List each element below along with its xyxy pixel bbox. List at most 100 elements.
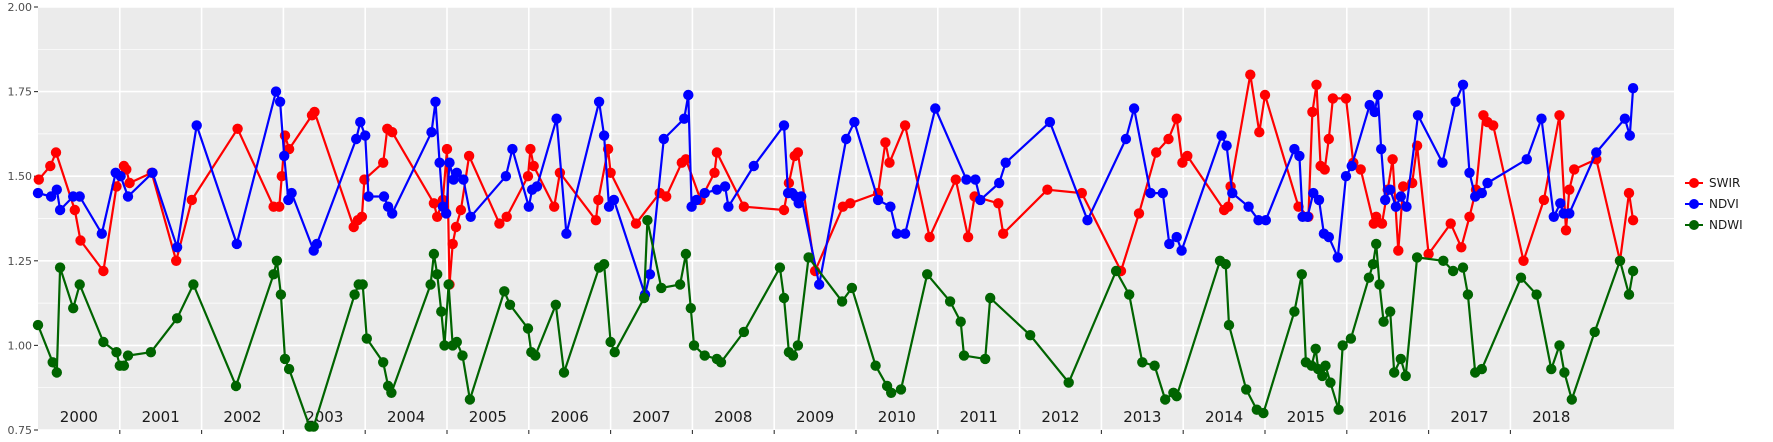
data-point-ndwi xyxy=(558,367,570,378)
legend-label: NDWI xyxy=(1709,218,1743,232)
data-point-ndvi xyxy=(1171,231,1182,243)
data-point-ndvi xyxy=(1145,187,1156,199)
data-point-ndwi xyxy=(275,289,287,300)
data-point-ndvi xyxy=(899,228,911,239)
data-point-ndwi xyxy=(774,262,786,273)
data-point-ndwi xyxy=(1515,272,1527,283)
data-point-ndvi xyxy=(841,133,852,145)
year-label: 2012 xyxy=(1041,408,1079,426)
data-point-ndvi xyxy=(286,187,297,199)
data-point-ndvi xyxy=(1221,140,1232,151)
data-point-ndvi xyxy=(644,269,656,280)
data-point-ndwi xyxy=(1363,272,1375,283)
legend-label: NDVI xyxy=(1709,197,1739,211)
data-point-ndwi xyxy=(439,340,450,351)
data-point-ndvi xyxy=(1482,177,1493,189)
data-point-ndwi xyxy=(1310,343,1321,354)
data-point-swir xyxy=(998,228,1009,239)
data-point-ndwi xyxy=(457,350,468,361)
data-point-swir xyxy=(845,198,856,209)
data-point-swir xyxy=(993,198,1004,209)
data-point-ndvi xyxy=(351,133,362,145)
data-point-ndvi xyxy=(849,116,860,128)
year-label: 2002 xyxy=(223,408,261,426)
data-point-ndwi xyxy=(1137,357,1148,368)
data-point-swir xyxy=(1223,201,1234,212)
data-point-ndvi xyxy=(711,184,723,195)
data-point-ndvi xyxy=(45,191,57,202)
data-point-swir xyxy=(1564,184,1575,195)
data-point-ndwi xyxy=(1400,370,1411,382)
data-point-swir xyxy=(124,177,135,189)
series-ndvi xyxy=(32,79,1639,300)
data-point-swir xyxy=(1623,187,1635,199)
data-point-swir xyxy=(463,150,475,162)
data-point-ndwi xyxy=(1258,407,1269,419)
data-point-ndwi xyxy=(1124,289,1135,300)
data-point-ndwi xyxy=(1559,367,1570,378)
data-point-ndvi xyxy=(355,116,366,128)
data-point-ndvi xyxy=(961,174,972,185)
data-point-ndvi xyxy=(561,228,572,239)
data-point-ndvi xyxy=(1564,208,1575,219)
data-point-ndvi xyxy=(598,130,610,141)
data-point-ndvi xyxy=(231,238,242,250)
data-point-ndwi xyxy=(1589,326,1600,338)
legend-label: SWIR xyxy=(1709,176,1740,190)
data-point-ndwi xyxy=(378,357,389,368)
data-point-ndvi xyxy=(1128,103,1140,114)
x-axis: 2000 2001 2002 2003 2004 2005 2006 2007 2008 2009… xyxy=(60,408,1570,434)
data-point-ndwi xyxy=(1374,279,1385,290)
data-point-ndvi xyxy=(96,228,108,239)
data-point-ndwi xyxy=(1367,259,1379,270)
year-label: 2009 xyxy=(796,408,834,426)
data-point-ndvi xyxy=(1619,113,1631,124)
data-point-ndvi xyxy=(1176,245,1187,256)
data-point-swir xyxy=(1319,164,1330,175)
year-label: 2013 xyxy=(1123,408,1161,426)
data-point-ndvi xyxy=(1464,167,1475,178)
data-point-ndwi xyxy=(980,353,991,365)
data-point-ndwi xyxy=(428,248,440,260)
series-layer xyxy=(32,69,1639,432)
data-point-ndwi xyxy=(1476,363,1488,375)
data-point-ndvi xyxy=(122,191,134,202)
data-point-ndvi xyxy=(1372,89,1384,101)
y-tick-label: 2.00 xyxy=(8,1,33,14)
data-point-swir xyxy=(1163,133,1174,145)
data-point-swir xyxy=(447,238,458,250)
data-point-ndvi xyxy=(1000,157,1011,168)
data-point-ndvi xyxy=(451,167,462,178)
data-point-ndvi xyxy=(434,157,445,168)
legend-key-point xyxy=(1689,178,1699,188)
data-point-ndwi xyxy=(1333,404,1344,415)
data-point-ndwi xyxy=(836,296,848,307)
data-point-ndvi xyxy=(1323,231,1335,243)
year-label: 2001 xyxy=(142,408,180,426)
data-point-ndvi xyxy=(523,201,534,212)
year-label: 2005 xyxy=(469,408,507,426)
data-point-ndvi xyxy=(679,113,690,124)
data-point-ndwi xyxy=(171,313,183,324)
data-point-swir xyxy=(1560,225,1572,236)
data-point-ndvi xyxy=(51,184,62,195)
data-point-swir xyxy=(494,218,505,229)
data-point-swir xyxy=(276,171,287,182)
data-point-ndwi xyxy=(870,360,881,371)
data-point-ndwi xyxy=(425,279,436,290)
data-point-swir xyxy=(1387,154,1398,165)
data-point-ndwi xyxy=(1223,319,1235,331)
data-point-ndvi xyxy=(1591,147,1602,158)
data-point-ndvi xyxy=(1457,79,1469,91)
data-point-ndvi xyxy=(1082,215,1093,226)
data-point-swir xyxy=(525,143,536,155)
data-point-ndwi xyxy=(1531,289,1542,300)
data-point-ndvi xyxy=(1294,150,1305,162)
data-point-ndvi xyxy=(1044,116,1056,128)
data-point-ndvi xyxy=(74,191,85,202)
data-point-swir xyxy=(75,235,86,246)
data-point-swir xyxy=(522,171,534,182)
data-point-ndwi xyxy=(1063,377,1074,388)
data-point-ndwi xyxy=(386,387,397,398)
data-point-ndwi xyxy=(778,292,790,304)
